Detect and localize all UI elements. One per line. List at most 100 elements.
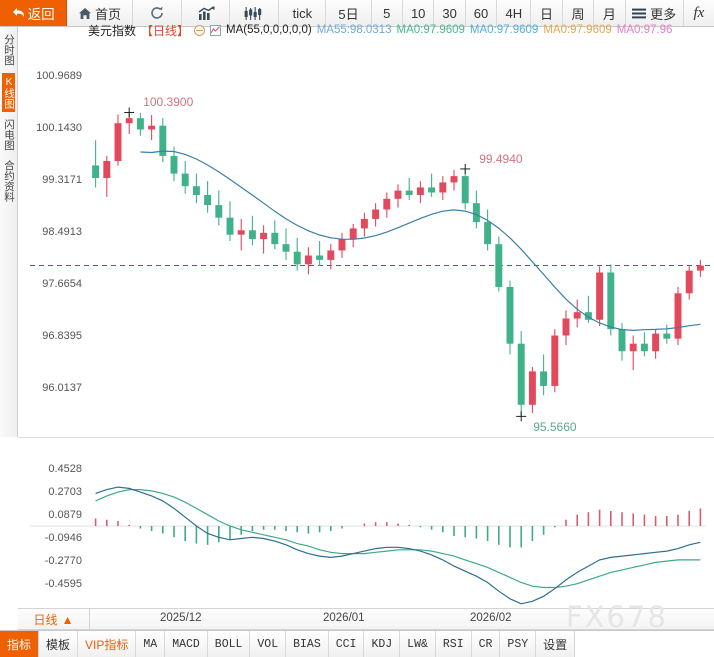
macd-chart-panel[interactable]: 0.4528 0.2703 0.0879 -0.0946 -0.2770 -0.4595: [18, 445, 714, 608]
macd-axis-label: 0.2703: [18, 486, 84, 499]
price-annotation-label: 100.3900: [143, 95, 194, 110]
indicator-tab-label: 设置: [543, 637, 568, 652]
sidebar-item-kline[interactable]: K线图: [1, 72, 15, 112]
price-axis-label: 96.0137: [18, 382, 84, 395]
timeframe-5[interactable]: 5: [371, 0, 403, 26]
ma-value-0: MA55:98.0313: [316, 24, 392, 36]
timeframe-label: 周: [571, 6, 585, 22]
sidebar-item-timeshare[interactable]: 分时图: [2, 31, 15, 69]
home-button[interactable]: 首页: [67, 0, 133, 26]
refresh-button[interactable]: [132, 0, 182, 26]
macd-axis-label: -0.2770: [18, 554, 84, 567]
macd-axis-label: 0.4528: [18, 463, 84, 476]
trend-chart-button[interactable]: [181, 0, 231, 26]
timeframe-4h[interactable]: 4H: [497, 0, 532, 26]
indicator-tab-macd[interactable]: MACD: [165, 631, 208, 657]
indicator-toolbar-spacer: [575, 631, 714, 657]
indicator-tab-lw[interactable]: LW&: [400, 631, 436, 657]
symbol-period: 【日线】: [141, 23, 190, 38]
indicator-tab-label: MACD: [172, 637, 200, 651]
candlestick-chart: [30, 107, 714, 422]
tab-tick[interactable]: tick: [279, 0, 327, 26]
indicator-tab-label: BOLL: [214, 637, 243, 651]
back-button[interactable]: 返回: [0, 0, 68, 26]
more-button[interactable]: 更多: [625, 0, 684, 26]
fx-label: fx: [693, 4, 705, 21]
sidebar-item-label: 合约资料: [3, 160, 15, 202]
price-chart-panel[interactable]: 100.9689 100.1430 99.3171 98.4913 97.6654 96.…: [18, 38, 714, 438]
indicator-tab-boll[interactable]: BOLL: [208, 631, 251, 657]
indicator-tab-bias[interactable]: BIAS: [286, 631, 329, 657]
price-axis-label: 98.4913: [18, 226, 84, 239]
sidebar-item-label: 闪电图: [3, 118, 15, 151]
indicator-tab-label: CR: [478, 637, 493, 651]
timeframe-month[interactable]: 月: [594, 0, 626, 26]
timeframe-label: 60: [473, 5, 489, 21]
indicator-tab-label: PSY: [507, 637, 529, 651]
indicator-toggle-icon[interactable]: [210, 24, 222, 36]
timeframe-5d[interactable]: 5日: [326, 0, 372, 26]
tick-label: tick: [292, 5, 313, 21]
indicator-tab-rsi[interactable]: RSI: [436, 631, 472, 657]
indicator-tab-label: CCI: [335, 637, 357, 651]
price-axis-label: 96.8395: [18, 330, 84, 343]
home-label: 首页: [94, 6, 121, 22]
left-sidebar: 分时图 K线图 闪电图 合约资料: [0, 27, 18, 437]
timeframe-label: 月: [602, 6, 616, 22]
hamburger-icon: [632, 8, 647, 19]
house-icon: [78, 7, 92, 20]
indicator-tab-label: VOL: [257, 637, 279, 651]
back-label: 返回: [27, 7, 55, 22]
timeframe-60[interactable]: 60: [465, 0, 498, 26]
price-axis-label: 100.1430: [18, 122, 84, 135]
timeframe-10[interactable]: 10: [402, 0, 435, 26]
indicator-tab-psy[interactable]: PSY: [500, 631, 537, 657]
ma-value-2: MA0:97.9609: [469, 24, 539, 36]
indicator-tab-template[interactable]: 模板: [39, 631, 79, 657]
sort-up-icon: ▲: [61, 612, 74, 627]
timeframe-day[interactable]: 日: [531, 0, 563, 26]
indicator-tab-cr[interactable]: CR: [472, 631, 501, 657]
indicator-tab-label: 模板: [46, 637, 71, 652]
info-circle-icon[interactable]: [194, 24, 206, 36]
indicator-tab-vol[interactable]: VOL: [250, 631, 287, 657]
back-arrow-icon: [12, 7, 25, 19]
trend-chart-icon: [197, 5, 215, 21]
timeframe-label: 日: [540, 6, 554, 22]
indicator-tab-label: KDJ: [371, 637, 393, 651]
indicator-tab-indicator[interactable]: 指标: [0, 631, 40, 657]
period-label: 日线: [33, 613, 58, 627]
date-tick: 2026/02: [470, 612, 512, 624]
indicator-tab-ma[interactable]: MA: [136, 631, 166, 657]
macd-chart: [30, 486, 706, 605]
price-axis-label: 100.9689: [18, 70, 84, 82]
sidebar-item-label: K线图: [3, 75, 15, 109]
indicator-tab-vip-indicator[interactable]: VIP指标: [78, 631, 137, 657]
ma-value-1: MA0:97.9609: [396, 24, 465, 36]
price-annotation-label: 99.4940: [479, 151, 523, 166]
indicator-tab-label: 指标: [7, 637, 32, 652]
price-axis-label: 97.6654: [18, 278, 84, 291]
candlestick-button[interactable]: [230, 0, 280, 26]
indicator-tab-settings[interactable]: 设置: [536, 631, 576, 657]
ma-value-3: MA0:97.9609: [543, 24, 612, 36]
chart-legend: 美元指数 【日线】 MA(55,0,0,0,0,0) MA55:98.0313 …: [88, 22, 672, 38]
timeframe-label: 4H: [505, 5, 523, 21]
period-selector[interactable]: 日线 ▲: [18, 609, 90, 630]
date-axis-bar: 日线 ▲ 2025/12 2026/01 2026/02: [18, 608, 714, 630]
timeframe-week[interactable]: 周: [562, 0, 595, 26]
ma-value-4: MA0:97.96: [616, 24, 673, 36]
sidebar-item-contract-info[interactable]: 合约资料: [2, 157, 15, 205]
indicator-toolbar: 指标 模板 VIP指标 MA MACD BOLL VOL BIAS CCI KDJ LW& RSI CR…: [0, 630, 714, 657]
more-label: 更多: [650, 6, 677, 22]
indicator-tab-label: RSI: [442, 637, 464, 651]
symbol-name: 美元指数: [88, 23, 137, 38]
indicator-tab-cci[interactable]: CCI: [329, 631, 365, 657]
formula-button[interactable]: fx: [683, 0, 714, 26]
macd-axis-label: 0.0879: [18, 508, 84, 521]
sidebar-item-lightning[interactable]: 闪电图: [2, 116, 15, 154]
price-axis-label: 99.3171: [18, 174, 84, 187]
indicator-tab-kdj[interactable]: KDJ: [364, 631, 401, 657]
timeframe-30[interactable]: 30: [434, 0, 466, 26]
sidebar-item-label: 分时图: [3, 34, 15, 66]
